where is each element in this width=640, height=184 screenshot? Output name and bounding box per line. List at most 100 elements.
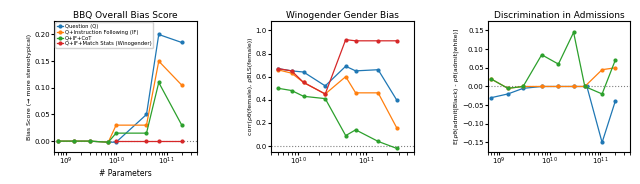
Question (Q) — [342, 65, 349, 67]
Q+IF+CoT — [104, 141, 112, 143]
Q+Instruction Following (IF) — [581, 85, 589, 88]
Q+Instruction Following (IF) — [611, 67, 619, 69]
Q+Instruction Following (IF) — [570, 85, 577, 88]
Q+Instruction Following (IF) — [300, 81, 307, 84]
Q+IF+Match Stats (Winogender) — [374, 40, 382, 42]
Q+Instruction Following (IF) — [352, 92, 360, 94]
Line: Q+Instruction Following (IF): Q+Instruction Following (IF) — [56, 60, 183, 144]
Q+IF+CoT — [555, 63, 563, 65]
Q+Instruction Following (IF) — [86, 140, 93, 142]
Q+IF+CoT — [488, 78, 495, 80]
Q+IF+CoT — [538, 54, 545, 56]
Question (Q) — [555, 85, 563, 88]
Q+IF+Match Stats (Winogender) — [143, 140, 150, 142]
Q+IF+CoT — [178, 124, 186, 126]
Question (Q) — [570, 85, 577, 88]
Q+Instruction Following (IF) — [488, 78, 495, 80]
Q+Instruction Following (IF) — [393, 126, 401, 129]
Question (Q) — [583, 85, 591, 88]
Q+Instruction Following (IF) — [321, 93, 329, 95]
Question (Q) — [393, 99, 401, 101]
Q+IF+CoT — [86, 140, 93, 142]
Q+Instruction Following (IF) — [104, 141, 112, 143]
Q+IF+Match Stats (Winogender) — [342, 39, 349, 41]
Question (Q) — [374, 69, 382, 71]
Line: Q+IF+Match Stats (Winogender): Q+IF+Match Stats (Winogender) — [276, 38, 398, 95]
Question (Q) — [143, 113, 150, 116]
Question (Q) — [598, 141, 606, 144]
Question (Q) — [86, 140, 93, 142]
Q+Instruction Following (IF) — [519, 85, 527, 88]
Line: Question (Q): Question (Q) — [56, 33, 183, 144]
Q+IF+CoT — [155, 81, 163, 84]
Question (Q) — [178, 41, 186, 44]
Title: Winogender Gender Bias: Winogender Gender Bias — [286, 11, 399, 20]
Q+IF+CoT — [274, 87, 282, 89]
Q+IF+Match Stats (Winogender) — [155, 140, 163, 142]
Q+Instruction Following (IF) — [54, 140, 61, 142]
Q+IF+Match Stats (Winogender) — [274, 68, 282, 70]
Q+IF+CoT — [519, 85, 527, 88]
Q+IF+Match Stats (Winogender) — [393, 40, 401, 42]
Q+IF+Match Stats (Winogender) — [352, 40, 360, 42]
Q+IF+CoT — [321, 98, 329, 100]
Line: Q+IF+CoT: Q+IF+CoT — [56, 81, 183, 144]
Legend: Question (Q), Q+Instruction Following (IF), Q+IF+CoT, Q+IF+Match Stats (Winogend: Question (Q), Q+Instruction Following (I… — [56, 22, 154, 48]
X-axis label: # Parameters: # Parameters — [99, 169, 152, 178]
Q+Instruction Following (IF) — [274, 69, 282, 71]
Q+IF+CoT — [342, 135, 349, 137]
Question (Q) — [321, 85, 329, 87]
Question (Q) — [274, 68, 282, 70]
Question (Q) — [538, 85, 545, 88]
Q+IF+Match Stats (Winogender) — [300, 81, 307, 84]
Line: Q+IF+Match Stats (Winogender): Q+IF+Match Stats (Winogender) — [115, 140, 183, 143]
Line: Q+IF+CoT: Q+IF+CoT — [276, 87, 398, 150]
Q+IF+CoT — [112, 132, 120, 134]
Q+IF+Match Stats (Winogender) — [321, 93, 329, 95]
Q+IF+Match Stats (Winogender) — [288, 70, 296, 72]
Line: Q+Instruction Following (IF): Q+Instruction Following (IF) — [276, 68, 398, 129]
Y-axis label: E[ρθ(admit|Black) - ρθ(admit|white)]: E[ρθ(admit|Black) - ρθ(admit|white)] — [454, 29, 460, 144]
Q+IF+CoT — [352, 129, 360, 131]
Q+Instruction Following (IF) — [598, 69, 606, 71]
Y-axis label: Bias Score (→ more stereotypical): Bias Score (→ more stereotypical) — [27, 33, 32, 139]
Line: Q+Instruction Following (IF): Q+Instruction Following (IF) — [490, 66, 616, 90]
Q+Instruction Following (IF) — [112, 124, 120, 126]
Question (Q) — [504, 93, 512, 95]
Question (Q) — [112, 141, 120, 143]
Question (Q) — [155, 33, 163, 36]
Q+IF+CoT — [611, 59, 619, 61]
Q+IF+CoT — [393, 147, 401, 149]
Question (Q) — [70, 140, 78, 142]
Q+IF+CoT — [374, 140, 382, 142]
Title: BBQ Overall Bias Score: BBQ Overall Bias Score — [74, 11, 178, 20]
Q+IF+CoT — [288, 89, 296, 92]
Q+Instruction Following (IF) — [342, 76, 349, 78]
Q+IF+CoT — [570, 31, 577, 33]
Question (Q) — [611, 100, 619, 102]
Question (Q) — [519, 87, 527, 89]
Question (Q) — [288, 70, 296, 72]
Q+IF+Match Stats (Winogender) — [178, 140, 186, 142]
Question (Q) — [104, 141, 112, 143]
Q+IF+CoT — [143, 132, 150, 134]
Q+Instruction Following (IF) — [143, 124, 150, 126]
Q+Instruction Following (IF) — [555, 85, 563, 88]
Line: Question (Q): Question (Q) — [276, 65, 398, 101]
Line: Question (Q): Question (Q) — [490, 85, 616, 144]
Title: Discrimination in Admissions: Discrimination in Admissions — [494, 11, 625, 20]
Q+IF+CoT — [504, 87, 512, 89]
Q+Instruction Following (IF) — [538, 85, 545, 88]
Y-axis label: corr(ρθ(female), ρBLS(female)): corr(ρθ(female), ρBLS(female)) — [248, 38, 253, 135]
Question (Q) — [300, 71, 307, 73]
Q+IF+CoT — [300, 95, 307, 97]
Q+Instruction Following (IF) — [70, 140, 78, 142]
Question (Q) — [488, 97, 495, 99]
Line: Q+IF+CoT: Q+IF+CoT — [490, 31, 616, 95]
Q+IF+CoT — [598, 93, 606, 95]
Question (Q) — [581, 85, 589, 88]
Q+Instruction Following (IF) — [155, 60, 163, 62]
Q+IF+CoT — [54, 140, 61, 142]
Q+Instruction Following (IF) — [374, 92, 382, 94]
Q+Instruction Following (IF) — [288, 72, 296, 74]
